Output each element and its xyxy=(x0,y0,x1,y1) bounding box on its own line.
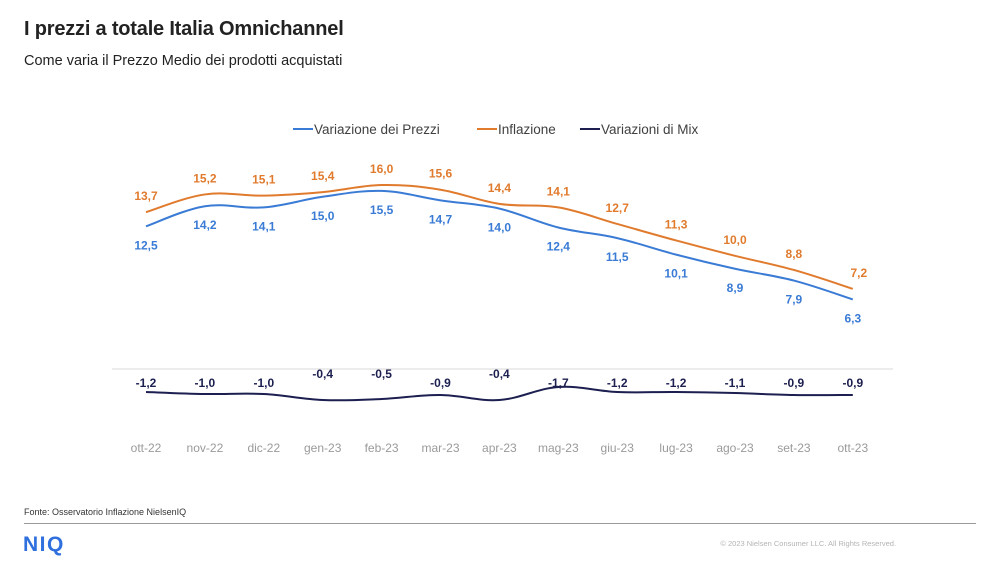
label-variazioni-mix: -1,1 xyxy=(725,376,746,390)
label-variazione-prezzi: 14,0 xyxy=(488,221,512,235)
line-inflazione xyxy=(145,183,854,290)
label-inflazione: 15,1 xyxy=(252,173,276,187)
label-inflazione: 16,0 xyxy=(370,162,394,176)
copyright-text: © 2023 Nielsen Consumer LLC. All Rights … xyxy=(720,539,896,548)
label-inflazione: 13,7 xyxy=(134,189,158,203)
niq-logo: NIQ xyxy=(23,533,65,556)
label-inflazione: 15,6 xyxy=(429,167,453,181)
label-variazione-prezzi: 15,5 xyxy=(370,203,394,217)
label-inflazione: 14,1 xyxy=(547,184,571,198)
label-inflazione: 15,4 xyxy=(311,169,335,183)
line-variazioni-mix xyxy=(145,385,853,402)
line-variazione-prezzi xyxy=(145,189,854,301)
label-variazioni-mix: -1,2 xyxy=(666,376,687,390)
x-tick-label: gen-23 xyxy=(304,441,342,455)
page-title: I prezzi a totale Italia Omnichannel xyxy=(24,18,344,40)
x-tick-label: mar-23 xyxy=(421,441,459,455)
x-tick-label: apr-23 xyxy=(482,441,517,455)
label-variazione-prezzi: 10,1 xyxy=(664,267,688,281)
label-variazioni-mix: -0,9 xyxy=(784,376,805,390)
label-variazione-prezzi: 12,5 xyxy=(134,238,158,252)
label-variazioni-mix: -0,5 xyxy=(371,367,392,381)
line-chart: Variazione dei Prezzi Inflazione Variazion… xyxy=(112,122,893,455)
label-inflazione: 14,4 xyxy=(488,181,512,195)
label-variazione-prezzi: 11,5 xyxy=(606,250,629,264)
label-variazione-prezzi: 14,7 xyxy=(429,212,453,226)
x-tick-label: feb-23 xyxy=(365,441,399,455)
x-tick-label: ott-23 xyxy=(837,441,868,455)
legend-label: Variazione dei Prezzi xyxy=(314,122,440,137)
label-variazioni-mix: -0,4 xyxy=(312,367,333,381)
label-variazione-prezzi: 8,9 xyxy=(727,281,744,295)
x-tick-label: ago-23 xyxy=(716,441,754,455)
label-variazioni-mix: -1,2 xyxy=(607,376,628,390)
x-tick-label: giu-23 xyxy=(601,441,635,455)
x-tick-label: mag-23 xyxy=(538,441,579,455)
x-axis-tick-labels: ott-22 nov-22 dic-22 gen-23 feb-23 mar-23 apr-… xyxy=(131,441,869,455)
label-variazione-prezzi: 6,3 xyxy=(844,311,861,325)
label-inflazione: 15,2 xyxy=(193,171,217,185)
label-variazioni-mix: -1,7 xyxy=(548,376,569,390)
footer-divider xyxy=(24,523,976,524)
legend-label: Variazioni di Mix xyxy=(601,122,699,137)
label-variazioni-mix: -0,9 xyxy=(842,376,863,390)
label-inflazione: 8,8 xyxy=(786,247,803,261)
legend-label: Inflazione xyxy=(498,122,556,137)
x-tick-label: set-23 xyxy=(777,441,811,455)
label-variazioni-mix: -1,0 xyxy=(195,376,216,390)
chart-legend: Variazione dei Prezzi Inflazione Variazion… xyxy=(293,122,699,137)
label-variazioni-mix: -1,2 xyxy=(136,376,157,390)
label-inflazione: 10,0 xyxy=(723,233,747,247)
page-subtitle: Come varia il Prezzo Medio dei prodotti … xyxy=(24,53,343,69)
source-note: Fonte: Osservatorio Inflazione NielsenIQ xyxy=(24,507,187,517)
label-inflazione: 11,3 xyxy=(665,217,688,231)
series-lines xyxy=(145,183,854,402)
x-tick-label: dic-22 xyxy=(247,441,280,455)
label-variazione-prezzi: 12,4 xyxy=(547,239,571,253)
x-tick-label: nov-22 xyxy=(187,441,224,455)
label-inflazione: 7,2 xyxy=(850,266,867,280)
label-variazione-prezzi: 7,9 xyxy=(786,293,803,307)
label-variazione-prezzi: 14,1 xyxy=(252,219,276,233)
label-variazioni-mix: -0,9 xyxy=(430,376,451,390)
label-inflazione: 12,7 xyxy=(606,201,630,215)
data-labels: 13,7 12,5 -1,2 15,2 14,2 -1,0 15,1 14,1 -1,0 15,4… xyxy=(134,162,867,390)
x-tick-label: ott-22 xyxy=(131,441,162,455)
label-variazione-prezzi: 15,0 xyxy=(311,209,335,223)
x-tick-label: lug-23 xyxy=(659,441,693,455)
label-variazioni-mix: -1,0 xyxy=(253,376,274,390)
label-variazione-prezzi: 14,2 xyxy=(193,218,217,232)
label-variazioni-mix: -0,4 xyxy=(489,367,510,381)
